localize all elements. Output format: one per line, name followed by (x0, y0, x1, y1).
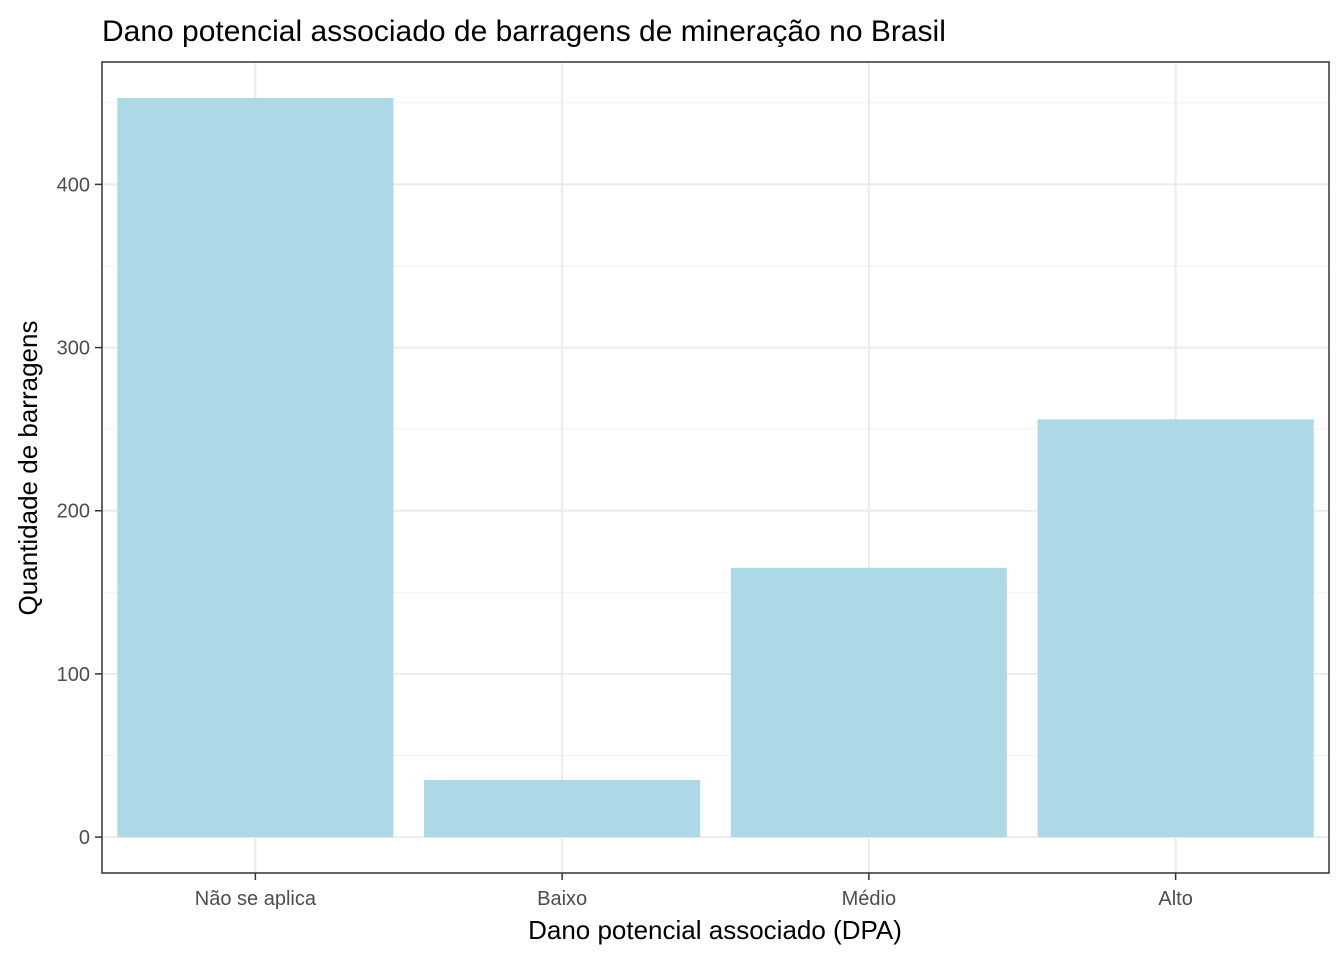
bar (730, 567, 1007, 838)
y-axis-title: Quantidade de barragens (13, 321, 43, 616)
y-tick-label: 0 (79, 827, 90, 849)
y-tick-label: 100 (57, 664, 90, 686)
x-tick-label: Médio (842, 888, 896, 910)
bar (424, 779, 701, 838)
x-tick-label: Baixo (537, 888, 587, 910)
x-axis-title: Dano potencial associado (DPA) (528, 915, 902, 945)
y-tick-label: 300 (57, 338, 90, 360)
x-tick-label: Não se aplica (195, 888, 317, 910)
x-tick-label: Alto (1158, 888, 1192, 910)
bar (117, 97, 394, 838)
plot-panel: 0 100 200 300 400 Não se aplica Baixo Médio Alto (57, 61, 1330, 910)
chart-title: Dano potencial associado de barragens de… (102, 15, 946, 48)
y-tick-label: 200 (57, 501, 90, 523)
bar (1037, 419, 1314, 838)
panel-border (101, 61, 1330, 874)
y-tick-label: 400 (57, 174, 90, 196)
